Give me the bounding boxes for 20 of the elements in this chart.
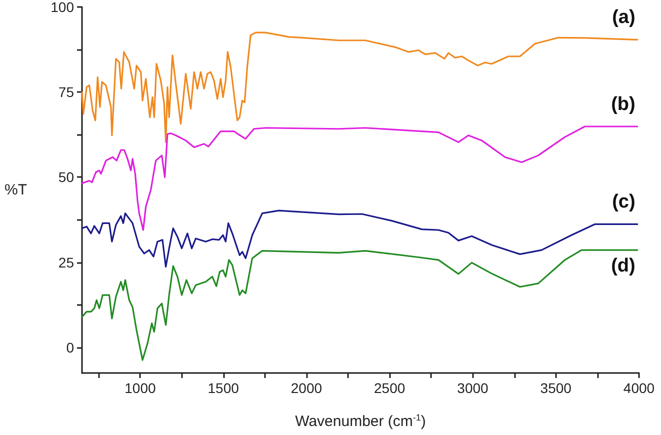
line-series xyxy=(81,126,638,231)
x-tick-label: 2500 xyxy=(374,380,406,396)
x-tick-label: 1000 xyxy=(124,380,156,396)
series-label: (c) xyxy=(612,192,636,213)
x-tick-label: 3000 xyxy=(457,380,489,396)
y-axis-title: %T xyxy=(4,182,27,198)
line-series xyxy=(81,32,638,143)
series-label: (d) xyxy=(611,256,636,277)
x-tick-label: 2000 xyxy=(290,380,322,396)
series-label: (b) xyxy=(611,94,636,116)
y-tick-label: 100 xyxy=(50,0,74,15)
y-tick-label: 0 xyxy=(66,339,74,356)
x-tick-label: 3500 xyxy=(540,380,572,396)
x-tick-label: 1500 xyxy=(208,380,240,396)
line-series xyxy=(81,249,638,361)
series-label: (a) xyxy=(612,7,636,28)
y-tick-label: 50 xyxy=(58,169,74,186)
x-tick-label: 4000 xyxy=(623,380,655,396)
y-tick-label: 75 xyxy=(58,84,74,100)
y-tick-label: 25 xyxy=(58,254,74,270)
